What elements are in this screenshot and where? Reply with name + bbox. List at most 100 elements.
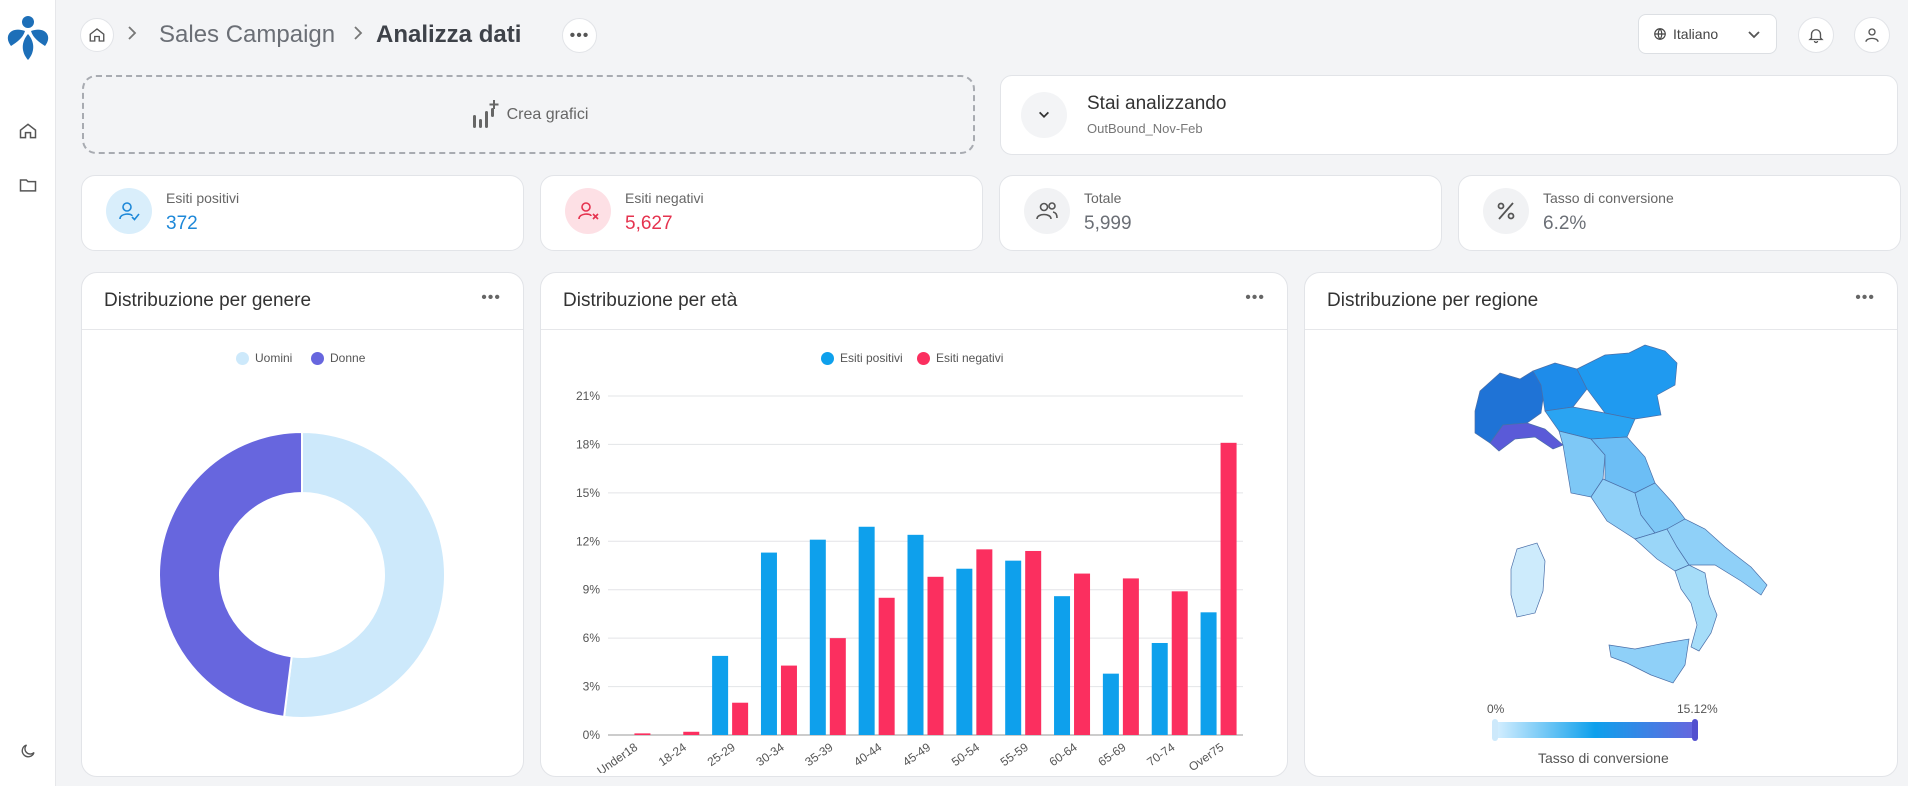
dark-mode-moon-icon[interactable] xyxy=(14,737,42,765)
bar-positive-40-44[interactable] xyxy=(858,526,875,735)
map-region-north-east xyxy=(1576,344,1678,420)
legend-swatch xyxy=(917,351,930,365)
bar-negative-60-64[interactable] xyxy=(1074,573,1091,735)
bar-positive-over75[interactable] xyxy=(1200,612,1217,735)
bar-positive-25-29[interactable] xyxy=(712,655,729,735)
x-tick-label: 45-49 xyxy=(900,740,933,769)
map-region-liguria xyxy=(1489,422,1564,452)
folder-nav-icon[interactable] xyxy=(14,171,42,199)
bar-positive-35-39[interactable] xyxy=(809,539,826,735)
bar-negative-18-24[interactable] xyxy=(683,731,700,735)
y-tick-label: 9% xyxy=(583,583,601,597)
x-tick-label: 70-74 xyxy=(1144,740,1177,769)
card-menu-button[interactable]: ••• xyxy=(1245,289,1265,306)
legend-item[interactable]: Esiti positivi xyxy=(821,351,903,365)
bar-negative-50-54[interactable] xyxy=(976,549,993,735)
map-region-sardegna xyxy=(1510,542,1546,618)
x-tick-label: Over75 xyxy=(1186,740,1227,773)
bar-positive-50-54[interactable] xyxy=(956,568,973,735)
stat-card-negative: Esiti negativi 5,627 xyxy=(540,175,983,251)
chevron-right-icon xyxy=(126,24,138,47)
card-title: Distribuzione per età xyxy=(563,290,738,311)
legend-swatch xyxy=(821,351,834,365)
stat-card-conversion: Tasso di conversione 6.2% xyxy=(1458,175,1901,251)
scale-handle-max[interactable] xyxy=(1692,719,1698,741)
card-menu-button[interactable]: ••• xyxy=(481,289,501,306)
divider xyxy=(1305,329,1897,330)
y-tick-label: 15% xyxy=(576,486,600,500)
chevron-down-icon xyxy=(1039,111,1049,118)
y-tick-label: 6% xyxy=(583,631,601,645)
more-options-button[interactable]: ••• xyxy=(562,18,597,53)
stat-label: Esiti negativi xyxy=(625,190,704,206)
expand-analysis-button[interactable] xyxy=(1021,92,1067,138)
legend-item[interactable]: Esiti negativi xyxy=(917,351,1003,365)
y-tick-label: 0% xyxy=(583,728,601,742)
bar-negative-under18[interactable] xyxy=(634,733,651,735)
x-tick-label: 35-39 xyxy=(802,740,835,769)
scale-label: Tasso di conversione xyxy=(1538,750,1669,766)
x-tick-label: 40-44 xyxy=(851,740,884,769)
donut-slice-uomini[interactable] xyxy=(282,430,446,719)
app-logo[interactable] xyxy=(3,14,53,62)
stat-value: 6.2% xyxy=(1543,213,1587,234)
card-title: Distribuzione per genere xyxy=(104,290,312,311)
language-label: Italiano xyxy=(1673,26,1719,42)
x-tick-label: 18-24 xyxy=(656,740,689,769)
legend-label: Esiti negativi xyxy=(936,351,1004,365)
home-icon[interactable] xyxy=(80,18,114,52)
bar-positive-45-49[interactable] xyxy=(907,534,924,735)
scale-min-label: 0% xyxy=(1487,702,1505,716)
stat-label: Totale xyxy=(1084,190,1122,206)
donut-slice-donne[interactable] xyxy=(158,430,303,718)
y-tick-label: 12% xyxy=(576,534,600,548)
x-tick-label: 50-54 xyxy=(949,740,982,769)
bar-positive-30-34[interactable] xyxy=(760,552,777,735)
user-profile-icon[interactable] xyxy=(1854,17,1890,53)
legend-swatch xyxy=(311,351,324,365)
divider xyxy=(82,329,523,330)
bar-negative-65-69[interactable] xyxy=(1122,578,1139,735)
x-tick-label: 30-34 xyxy=(754,740,787,769)
legend-item[interactable]: Donne xyxy=(311,351,365,365)
sidebar xyxy=(0,0,56,786)
divider xyxy=(541,329,1287,330)
chevron-right-icon xyxy=(352,24,364,47)
bar-negative-over75[interactable] xyxy=(1220,442,1237,735)
bar-negative-45-49[interactable] xyxy=(927,576,944,735)
notifications-bell-icon[interactable] xyxy=(1798,17,1834,53)
breadcrumb-parent[interactable]: Sales Campaign xyxy=(159,21,336,48)
italy-region-map[interactable] xyxy=(1305,333,1898,733)
bar-positive-65-69[interactable] xyxy=(1102,673,1119,735)
bar-positive-70-74[interactable] xyxy=(1151,642,1168,735)
bar-positive-60-64[interactable] xyxy=(1054,596,1071,735)
home-nav-icon[interactable] xyxy=(14,117,42,145)
map-region-basilicata-calabria xyxy=(1674,564,1718,652)
legend-swatch xyxy=(236,351,249,365)
scale-max-label: 15.12% xyxy=(1677,702,1718,716)
card-title: Distribuzione per regione xyxy=(1327,290,1539,311)
bar-negative-70-74[interactable] xyxy=(1171,591,1188,735)
color-scale-bar[interactable] xyxy=(1492,719,1698,741)
bar-negative-35-39[interactable] xyxy=(829,638,846,735)
bar-negative-25-29[interactable] xyxy=(732,702,749,735)
create-chart-button[interactable]: Crea grafici xyxy=(82,75,975,154)
bar-negative-30-34[interactable] xyxy=(780,665,797,735)
analysis-title: Stai analizzando xyxy=(1087,93,1227,114)
y-tick-label: 3% xyxy=(583,680,601,694)
user-x-icon xyxy=(565,188,611,234)
map-region-lombardia xyxy=(1532,362,1588,412)
globe-icon xyxy=(1654,28,1666,40)
stat-value: 5,999 xyxy=(1084,213,1132,234)
bar-positive-55-59[interactable] xyxy=(1005,560,1022,735)
stat-card-positive: Esiti positivi 372 xyxy=(81,175,524,251)
scale-handle-min[interactable] xyxy=(1492,719,1498,741)
legend-item[interactable]: Uomini xyxy=(236,351,292,365)
bar-negative-40-44[interactable] xyxy=(878,597,895,735)
x-tick-label: 60-64 xyxy=(1047,740,1080,769)
language-select[interactable]: Italiano xyxy=(1638,14,1777,54)
card-menu-button[interactable]: ••• xyxy=(1855,289,1875,306)
stat-label: Esiti positivi xyxy=(166,190,240,206)
analysis-dataset: OutBound_Nov-Feb xyxy=(1087,121,1203,136)
bar-negative-55-59[interactable] xyxy=(1025,550,1042,735)
